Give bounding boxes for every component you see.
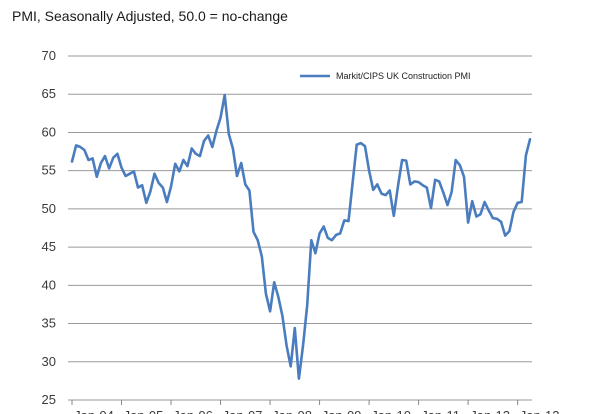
y-tick-label: 25 (42, 392, 56, 407)
x-tick-label: Jan-06 (173, 408, 213, 414)
x-tick-label: Jan-11 (421, 408, 460, 414)
x-tick-label: Jan-08 (272, 408, 312, 414)
y-tick-label: 35 (42, 316, 56, 331)
y-tick-label: 45 (42, 239, 56, 254)
y-tick-label: 70 (42, 48, 56, 63)
y-tick-label: 55 (42, 163, 56, 178)
y-tick-label: 40 (42, 277, 56, 292)
x-tick-label: Jan-09 (322, 408, 362, 414)
series-line (70, 93, 532, 380)
y-tick-label: 50 (42, 201, 56, 216)
x-tick-label: Jan-05 (124, 408, 164, 414)
chart-title: PMI, Seasonally Adjusted, 50.0 = no-chan… (12, 8, 288, 24)
x-tick-label: Jan-13 (520, 408, 560, 414)
x-tick-label: Jan-10 (371, 408, 411, 414)
y-tick-label: 30 (42, 354, 56, 369)
x-tick-label: Jan-04 (74, 408, 114, 414)
x-tick-label: Jan-12 (470, 408, 510, 414)
y-tick-label: 65 (42, 86, 56, 101)
y-tick-label: 60 (42, 124, 56, 139)
legend-label: Markit/CIPS UK Construction PMI (336, 71, 471, 81)
x-tick-label: Jan-07 (223, 408, 263, 414)
